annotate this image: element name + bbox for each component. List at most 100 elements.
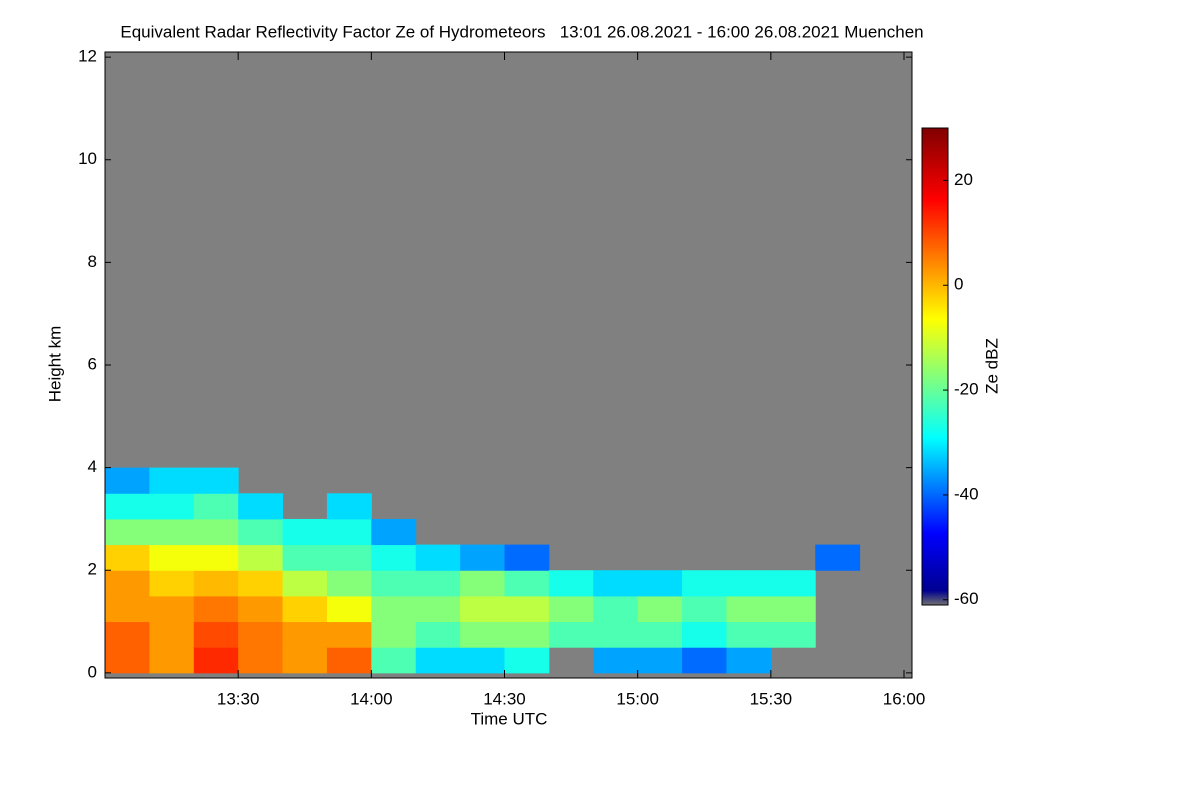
heatmap-cell (149, 518, 195, 546)
heatmap-cell (282, 621, 328, 648)
heatmap-cell (105, 493, 150, 520)
heatmap-cell (105, 544, 150, 571)
heatmap-cell (105, 467, 150, 494)
heatmap-cell (726, 595, 772, 623)
heatmap-cell (326, 493, 372, 520)
heatmap-cell (149, 467, 195, 494)
heatmap-cell (238, 544, 284, 571)
heatmap-cell (282, 544, 328, 571)
heatmap-cell (593, 647, 639, 674)
heatmap-cell (105, 518, 150, 546)
heatmap-cell (460, 570, 506, 597)
heatmap-cell (193, 544, 239, 571)
colorbar-tick-label: -60 (954, 589, 979, 608)
y-tick-label: 2 (88, 560, 97, 579)
heatmap-cell (415, 544, 461, 571)
x-tick-label: 16:00 (883, 689, 926, 708)
heatmap-cell (326, 570, 372, 597)
heatmap-cell (682, 595, 727, 623)
heatmap-cell (460, 647, 506, 674)
heatmap-cell (193, 467, 239, 494)
heatmap-cell (726, 647, 772, 674)
colorbar-label: Ze dBZ (982, 338, 1001, 394)
heatmap-cell (815, 544, 861, 571)
heatmap-cell (504, 595, 550, 623)
heatmap-cell (149, 647, 195, 674)
heatmap-cell (105, 647, 150, 674)
colorbar-tick-label: 0 (954, 275, 963, 294)
heatmap-cell (105, 570, 150, 597)
heatmap-cell (460, 621, 506, 648)
heatmap-cell (149, 570, 195, 597)
heatmap-cell (193, 647, 239, 674)
heatmap-cell (326, 647, 372, 674)
heatmap-cell (282, 518, 328, 546)
y-tick-label: 8 (88, 252, 97, 271)
heatmap-cell (371, 544, 417, 571)
heatmap-cell (460, 595, 506, 623)
heatmap-cell (548, 621, 594, 648)
heatmap-cell (326, 621, 372, 648)
x-tick-label: 14:30 (483, 689, 526, 708)
heatmap-cell (637, 621, 683, 648)
heatmap-cell (682, 621, 727, 648)
heatmap-cell (504, 647, 550, 674)
heatmap-cell (238, 621, 284, 648)
colorbar-tick-label: -40 (954, 484, 979, 503)
heatmap-cell (193, 595, 239, 623)
heatmap-cell (105, 621, 150, 648)
heatmap-cell (282, 570, 328, 597)
chart-title: Equivalent Radar Reflectivity Factor Ze … (120, 22, 923, 41)
heatmap-cell (682, 570, 727, 597)
heatmap-cell (282, 595, 328, 623)
heatmap-cell (193, 493, 239, 520)
heatmap-cell (415, 621, 461, 648)
heatmap-cell (415, 570, 461, 597)
y-tick-label: 10 (78, 149, 97, 168)
heatmap-cell (193, 570, 239, 597)
heatmap-cell (726, 621, 772, 648)
heatmap-cell (149, 595, 195, 623)
x-tick-label: 15:30 (750, 689, 793, 708)
colorbar-tick-label: 20 (954, 170, 973, 189)
heatmap-cell (548, 570, 594, 597)
heatmap-cell (371, 570, 417, 597)
heatmap-cell (149, 544, 195, 571)
heatmap-cell (371, 595, 417, 623)
heatmap-cell (504, 544, 550, 571)
x-axis-label: Time UTC (471, 709, 548, 728)
x-tick-label: 15:00 (616, 689, 659, 708)
heatmap-cell (238, 647, 284, 674)
heatmap-cell (682, 647, 727, 674)
heatmap-cell (193, 518, 239, 546)
x-tick-label: 14:00 (350, 689, 393, 708)
heatmap-cell (770, 595, 816, 623)
heatmap-cell (371, 621, 417, 648)
heatmap-cell (460, 544, 506, 571)
heatmap-cell (593, 595, 639, 623)
heatmap-cell (726, 570, 772, 597)
heatmap-cell (149, 493, 195, 520)
heatmap-cell (637, 570, 683, 597)
heatmap-cell (637, 647, 683, 674)
colorbar-tick-label: -20 (954, 380, 979, 399)
y-tick-label: 4 (88, 457, 97, 476)
colorbar (921, 127, 949, 606)
heatmap-cell (770, 621, 816, 648)
heatmap-cell (504, 621, 550, 648)
x-tick-label: 13:30 (217, 689, 260, 708)
heatmap-cell (238, 570, 284, 597)
heatmap-cell (593, 621, 639, 648)
heatmap-cell (593, 570, 639, 597)
y-tick-label: 6 (88, 354, 97, 373)
y-tick-label: 0 (88, 662, 97, 681)
heatmap-cell (637, 595, 683, 623)
heatmap-cell (326, 544, 372, 571)
heatmap-cell (415, 595, 461, 623)
y-tick-label: 12 (78, 47, 97, 66)
heatmap-cell (504, 570, 550, 597)
heatmap-cell (770, 570, 816, 597)
heatmap-cell (105, 595, 150, 623)
heatmap-cell (548, 595, 594, 623)
